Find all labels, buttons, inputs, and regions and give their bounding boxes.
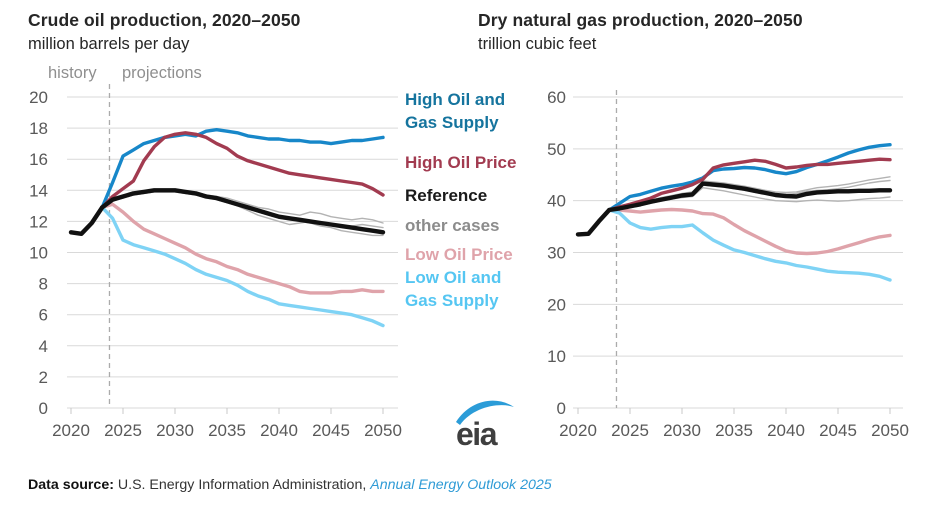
series-line-low-oil-and-gas-supply	[100, 205, 385, 328]
data-source-link[interactable]: Annual Energy Outlook 2025	[370, 477, 552, 493]
series-line-high-oil-and-gas-supply	[607, 143, 892, 212]
y-tick-label: 50	[547, 140, 566, 159]
legend-item-high-oil-price: High Oil Price	[405, 153, 517, 172]
y-tick-label: 18	[29, 119, 48, 138]
y-tick-label: 0	[39, 399, 48, 418]
legend-item-low-oil-price: Low Oil Price	[405, 245, 513, 264]
data-source-line: Data source: U.S. Energy Information Adm…	[28, 477, 552, 493]
x-tick-label: 2040	[260, 421, 298, 440]
series-line-history	[575, 207, 612, 237]
y-tick-label: 10	[547, 347, 566, 366]
y-tick-label: 20	[29, 88, 48, 107]
crude-oil-chart-units: million barrels per day	[28, 35, 190, 53]
x-tick-label: 2030	[663, 421, 701, 440]
x-tick-label: 2020	[559, 421, 597, 440]
y-tick-label: 60	[547, 88, 566, 107]
series-line-other-cases	[101, 191, 384, 229]
eia-swoosh-icon	[456, 400, 514, 425]
y-tick-label: 4	[39, 337, 48, 356]
x-tick-label: 2050	[364, 421, 402, 440]
y-tick-label: 40	[547, 192, 566, 211]
x-tick-label: 2035	[208, 421, 246, 440]
series-line-other-cases	[608, 179, 891, 211]
natural-gas-chart-units: trillion cubic feet	[478, 35, 597, 53]
series-line-high-oil-price	[100, 131, 385, 210]
y-tick-label: 2	[39, 368, 48, 387]
series-line-reference	[606, 181, 893, 213]
y-tick-label: 30	[547, 244, 566, 263]
legend-item-other-cases: other cases	[405, 216, 500, 235]
data-source-text: U.S. Energy Information Administration,	[117, 477, 371, 493]
history-label: history	[48, 64, 97, 82]
x-tick-label: 2025	[104, 421, 142, 440]
x-tick-label: 2020	[52, 421, 90, 440]
legend-item-reference: Reference	[405, 186, 488, 205]
series-line-high-oil-and-gas-supply	[100, 128, 385, 210]
legend-item-low-oil-gas-supply: Low Oil and Gas Supply	[405, 268, 502, 310]
series-line-high-oil-price	[607, 157, 892, 212]
series-line-history	[68, 205, 105, 237]
x-tick-label: 2045	[819, 421, 857, 440]
y-tick-label: 20	[547, 295, 566, 314]
y-tick-label: 6	[39, 306, 48, 325]
projections-label: projections	[122, 64, 202, 82]
y-tick-label: 14	[29, 181, 48, 200]
eia-logo: eia	[456, 400, 514, 452]
y-tick-label: 0	[557, 399, 566, 418]
y-tick-label: 12	[29, 212, 48, 231]
x-tick-label: 2040	[767, 421, 805, 440]
eia-logo-text: eia	[456, 416, 498, 452]
scenario-legend: High Oil and Gas Supply High Oil Price R…	[405, 88, 523, 312]
legend-item-high-oil-gas-supply: High Oil and Gas Supply	[405, 90, 506, 132]
x-tick-label: 2050	[871, 421, 909, 440]
x-tick-label: 2045	[312, 421, 350, 440]
y-tick-label: 10	[29, 244, 48, 263]
x-tick-label: 2035	[715, 421, 753, 440]
x-tick-label: 2025	[611, 421, 649, 440]
y-tick-label: 16	[29, 150, 48, 169]
x-tick-label: 2030	[156, 421, 194, 440]
series-line-low-oil-and-gas-supply	[607, 208, 892, 282]
natural-gas-chart-title: Dry natural gas production, 2020–2050	[478, 10, 803, 30]
series-line-low-oil-price	[607, 207, 892, 256]
y-tick-label: 8	[39, 275, 48, 294]
data-source-prefix: Data source:	[28, 477, 118, 493]
series-line-low-oil-price	[100, 202, 385, 295]
series-line-reference	[99, 188, 386, 235]
crude-oil-chart-title: Crude oil production, 2020–2050	[28, 10, 301, 30]
